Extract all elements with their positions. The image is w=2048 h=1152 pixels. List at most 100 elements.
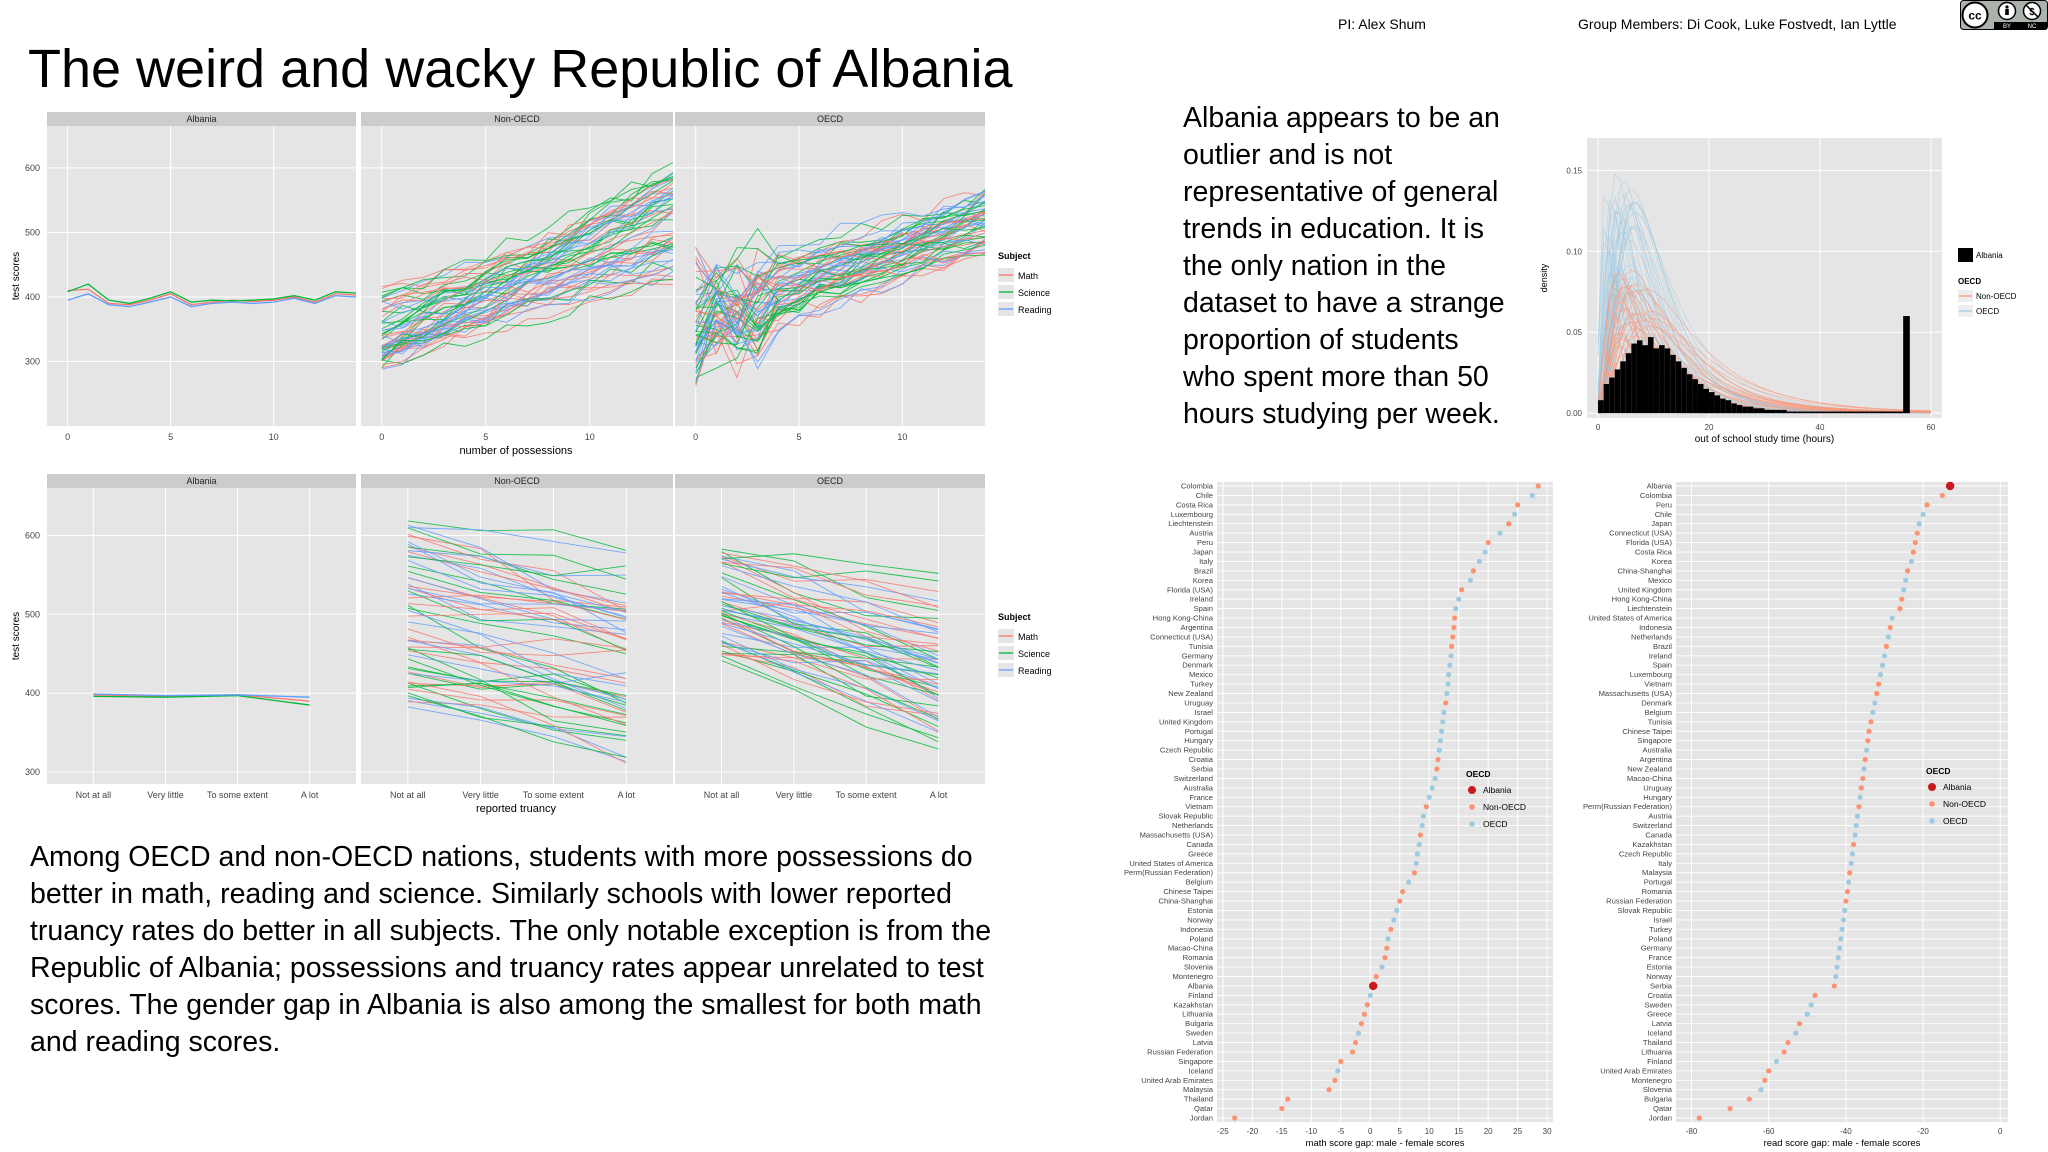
x-tick-label: 15 bbox=[1454, 1127, 1463, 1136]
histogram-bar bbox=[1648, 337, 1654, 414]
series-line bbox=[695, 191, 986, 382]
histogram-bar bbox=[1636, 340, 1643, 414]
country-label: Brazil bbox=[1653, 642, 1672, 651]
histogram-bar bbox=[1625, 353, 1632, 414]
country-label: Belgium bbox=[1645, 708, 1672, 717]
data-point bbox=[1885, 634, 1891, 640]
data-point bbox=[1939, 492, 1945, 499]
histogram-bar bbox=[1709, 392, 1715, 414]
series-line-albania-math bbox=[67, 288, 357, 306]
country-label: Thailand bbox=[1184, 1095, 1213, 1104]
data-point bbox=[1444, 690, 1450, 697]
data-point bbox=[1889, 615, 1895, 621]
data-point bbox=[1446, 672, 1452, 678]
country-label: Estonia bbox=[1188, 906, 1214, 915]
facet-panel-non-oecd: Non-OECD bbox=[361, 474, 673, 784]
country-label: Portugal bbox=[1644, 878, 1673, 887]
legend: Albania OECD Non-OECD OECD bbox=[1958, 248, 2017, 317]
series-line bbox=[407, 546, 627, 595]
x-tick-label: A lot bbox=[930, 790, 948, 800]
country-label: Sweden bbox=[1645, 1000, 1672, 1009]
y-tick-label: 0.15 bbox=[1566, 166, 1582, 175]
legend-label-reading: Reading bbox=[1018, 305, 1052, 315]
data-point bbox=[1908, 558, 1915, 565]
legend-title: OECD bbox=[1958, 277, 1981, 286]
series-line bbox=[407, 638, 627, 649]
series-line bbox=[381, 278, 674, 365]
series-line bbox=[381, 278, 674, 361]
country-label: Massachusetts (USA) bbox=[1140, 831, 1214, 840]
series-line bbox=[695, 209, 986, 352]
series-line bbox=[721, 591, 939, 690]
country-label: Australia bbox=[1183, 783, 1213, 792]
facet-strip bbox=[47, 112, 356, 126]
country-label: Slovak Republic bbox=[1159, 812, 1214, 821]
histogram-bar bbox=[1675, 361, 1682, 414]
data-point bbox=[1865, 738, 1871, 744]
series-line bbox=[407, 527, 627, 554]
x-tick-label: -40 bbox=[1840, 1127, 1852, 1136]
country-label: Italy bbox=[1658, 859, 1672, 868]
x-tick-label: Not at all bbox=[390, 790, 426, 800]
facet-strip bbox=[675, 112, 985, 126]
x-tick-label: 10 bbox=[897, 432, 907, 442]
y-tick-label: 0.05 bbox=[1566, 328, 1582, 337]
country-label: Peru bbox=[1656, 500, 1672, 509]
data-point bbox=[1515, 502, 1521, 508]
y-tick-label: 600 bbox=[25, 530, 40, 540]
data-point bbox=[1232, 1115, 1238, 1121]
panel-background bbox=[47, 488, 356, 784]
data-point bbox=[1866, 728, 1872, 734]
country-label: Canada bbox=[1645, 831, 1672, 840]
series-line bbox=[695, 201, 986, 360]
histogram-bar bbox=[1825, 411, 1832, 414]
data-point bbox=[1426, 794, 1432, 800]
data-point bbox=[1416, 841, 1422, 848]
country-label: Korea bbox=[1652, 557, 1673, 566]
country-label: Massachusetts (USA) bbox=[1599, 689, 1673, 698]
x-tick-label: A lot bbox=[617, 790, 635, 800]
series-line bbox=[407, 672, 627, 706]
data-point bbox=[1840, 917, 1847, 923]
country-label: Japan bbox=[1192, 548, 1213, 557]
country-label: Chile bbox=[1655, 510, 1672, 519]
series-line bbox=[407, 658, 627, 724]
read-gap-dot-plot: -80 -60 -40 -20 0AlbaniaColombiaPeruChileJap… bbox=[1583, 482, 2008, 1149]
legend-title: Subject bbox=[998, 612, 1031, 622]
country-label: Malaysia bbox=[1183, 1085, 1214, 1094]
data-point bbox=[1916, 521, 1922, 527]
data-point bbox=[1435, 756, 1441, 763]
data-point bbox=[1506, 521, 1512, 527]
series-line bbox=[407, 603, 627, 639]
country-label: Austria bbox=[1648, 812, 1672, 821]
histogram-bar bbox=[1864, 411, 1870, 414]
country-label: Kazakhstan bbox=[1173, 1000, 1213, 1009]
data-point bbox=[1834, 964, 1840, 970]
series-line bbox=[381, 236, 674, 336]
series-line bbox=[695, 253, 986, 387]
data-point bbox=[1338, 1058, 1344, 1065]
histogram-bar bbox=[1803, 411, 1809, 414]
histogram-bar bbox=[1875, 411, 1881, 414]
facet-label: Albania bbox=[186, 476, 216, 486]
series-line bbox=[721, 556, 939, 652]
series-line bbox=[721, 548, 939, 611]
series-line bbox=[407, 706, 627, 762]
series-line-albania-science bbox=[67, 283, 357, 305]
math-gap-dot-plot: -25 -20 -15 -10 -5 0 5 10 15 20 25 30ColombiaChileC… bbox=[1124, 482, 1553, 1149]
data-point bbox=[1878, 672, 1884, 678]
series-line bbox=[381, 281, 674, 303]
cc-license-badge[interactable]: cc $ BY NC bbox=[1960, 0, 2048, 30]
data-point bbox=[1451, 615, 1458, 621]
country-label: Hong Kong-China bbox=[1612, 595, 1673, 604]
histogram-bar bbox=[1897, 411, 1904, 414]
x-tick-label: 5 bbox=[483, 432, 488, 442]
country-label: Serbia bbox=[1191, 764, 1214, 773]
country-label: Greece bbox=[1647, 1010, 1672, 1019]
series-line bbox=[381, 265, 674, 360]
series-line bbox=[695, 225, 986, 379]
legend-swatch bbox=[1469, 804, 1475, 810]
series-line bbox=[407, 682, 627, 726]
facet-strip bbox=[361, 112, 673, 126]
histogram-bar bbox=[1770, 409, 1776, 414]
